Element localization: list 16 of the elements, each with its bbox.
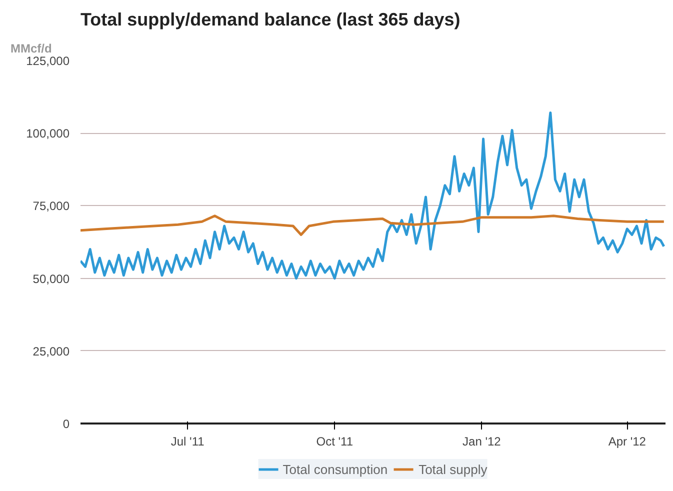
line-series <box>80 112 666 280</box>
y-tick-label: 25,000 <box>32 344 70 358</box>
y-tick-label: 50,000 <box>32 272 70 286</box>
legend-label: Total consumption <box>282 462 388 476</box>
x-tick-label: Oct '11 <box>316 434 354 448</box>
line-series <box>80 214 666 236</box>
legend-label: Total supply <box>418 462 488 476</box>
y-tick-label: 125,000 <box>26 54 70 68</box>
x-tick-label: Jan '12 <box>462 434 502 448</box>
x-tick-label: Jul '11 <box>170 434 205 448</box>
y-axis-title: MMcf/d <box>10 42 52 56</box>
x-tick-label: Apr '12 <box>608 434 646 448</box>
chart-title: Total supply/demand balance (last 365 days) <box>80 10 460 30</box>
y-tick-label: 0 <box>62 417 70 431</box>
y-tick-label: 75,000 <box>32 199 70 214</box>
y-tick-label: 100,000 <box>26 126 70 141</box>
